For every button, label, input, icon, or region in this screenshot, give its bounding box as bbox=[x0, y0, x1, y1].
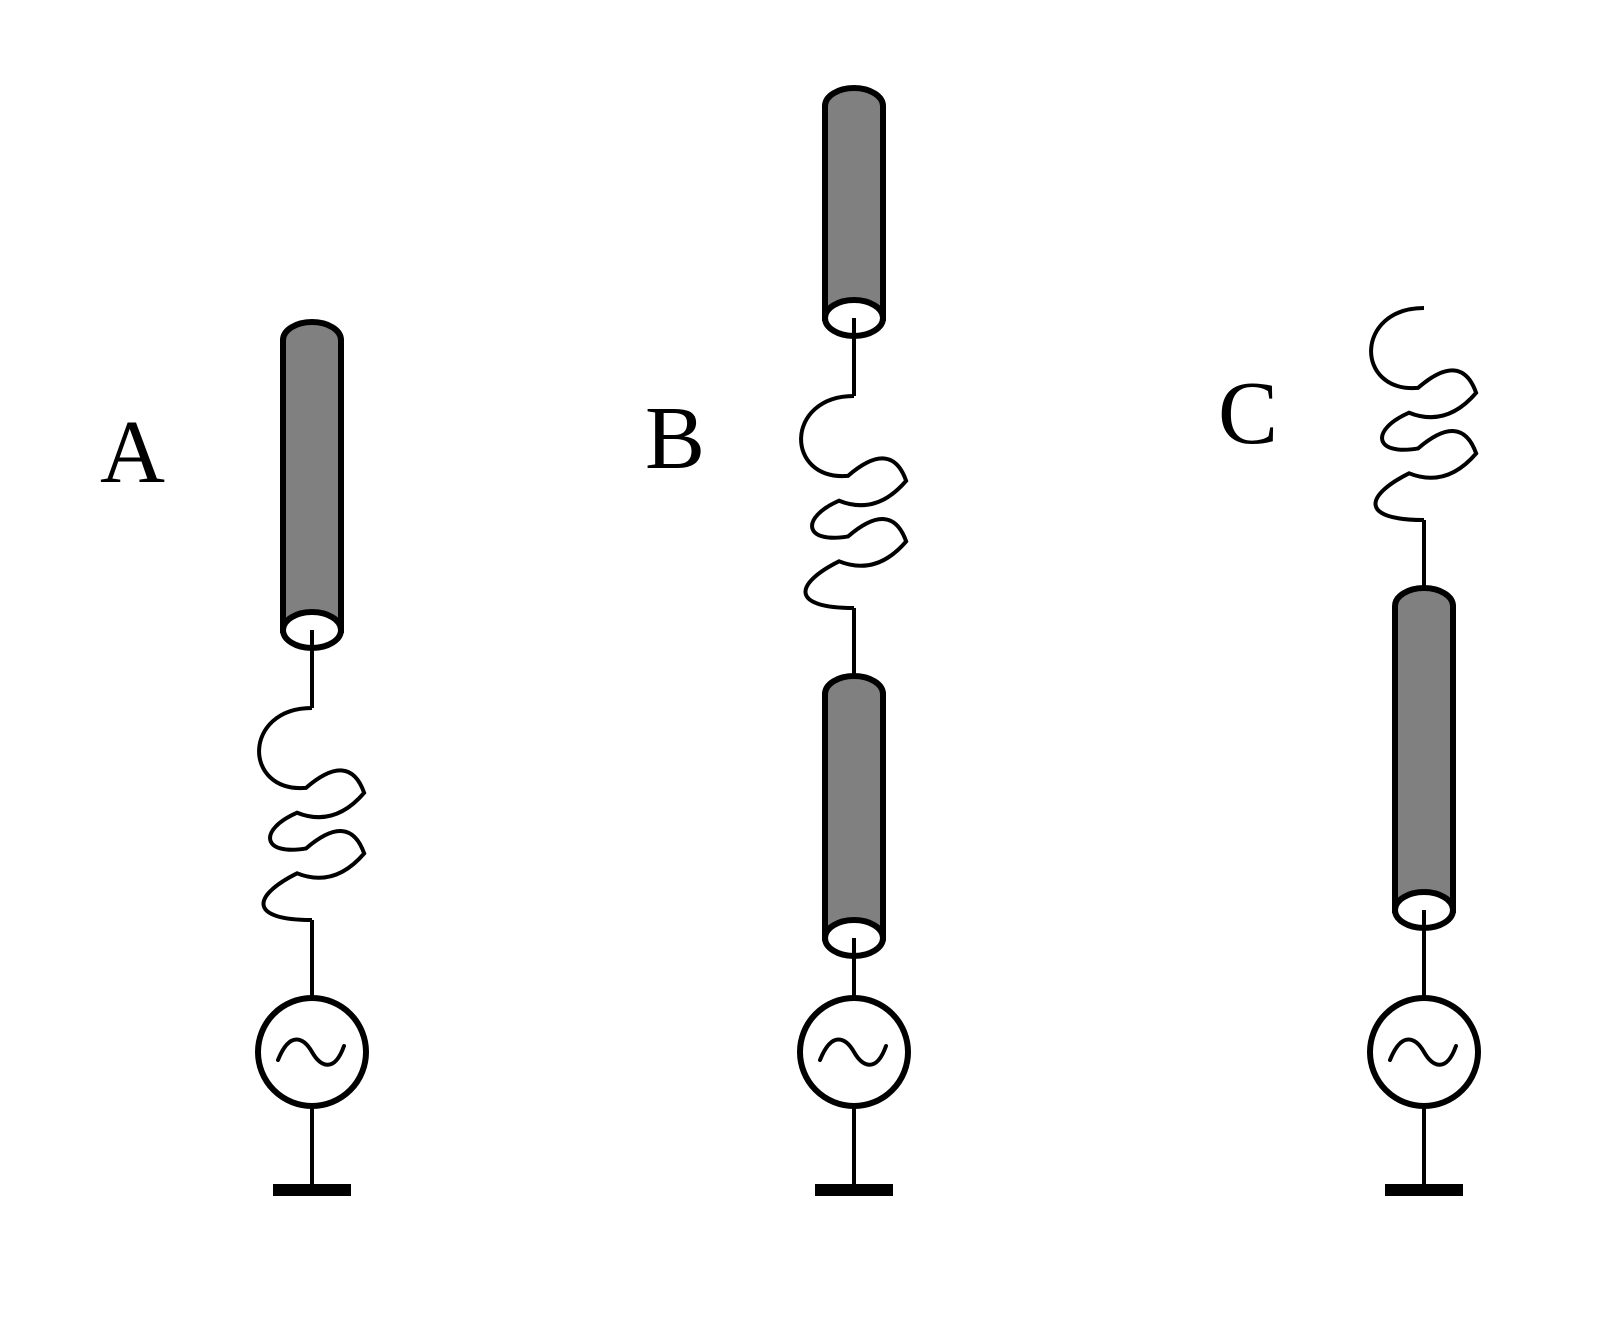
panel-label-c: C bbox=[1218, 364, 1278, 463]
rod-body bbox=[822, 85, 886, 321]
circuit-b bbox=[797, 85, 911, 1196]
sine-wave-icon bbox=[1388, 1037, 1458, 1067]
coil-c bbox=[1369, 306, 1479, 522]
coil-winding bbox=[1369, 306, 1479, 522]
coil-winding bbox=[257, 706, 367, 922]
rod-b-bottom bbox=[822, 673, 886, 959]
rod-body bbox=[280, 319, 344, 633]
ac-source-a bbox=[255, 995, 369, 1109]
panel-label-a: A bbox=[100, 403, 165, 502]
coil-winding bbox=[799, 394, 909, 610]
coil-b bbox=[799, 394, 909, 610]
panel-label-b: B bbox=[645, 389, 705, 488]
rod-a bbox=[280, 319, 344, 651]
sine-wave-icon bbox=[818, 1037, 888, 1067]
rod-c bbox=[1392, 585, 1456, 931]
rod-body bbox=[1392, 585, 1456, 913]
ac-source-c bbox=[1367, 995, 1481, 1109]
circuit-a bbox=[255, 319, 369, 1196]
circuit-c bbox=[1367, 306, 1481, 1196]
rod-body bbox=[822, 673, 886, 941]
sine-wave-icon bbox=[276, 1037, 346, 1067]
rod-b-top bbox=[822, 85, 886, 339]
ac-source-b bbox=[797, 995, 911, 1109]
coil-a bbox=[257, 706, 367, 922]
